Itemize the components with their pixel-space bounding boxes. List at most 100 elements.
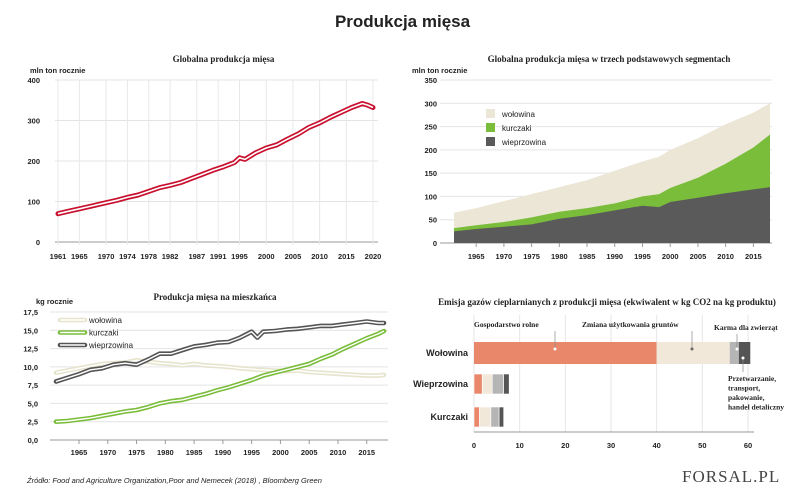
chart3-legend-label: wołowina — [88, 316, 122, 325]
chart2-xtick: 1990 — [606, 252, 623, 261]
chart3-xtick: 1975 — [128, 448, 145, 457]
chart1-line-inner — [57, 102, 374, 215]
chart4-bar-segment — [503, 373, 510, 395]
chart1-ylabel: mln ton rocznie — [30, 66, 85, 75]
chart3-ylabel: kg rocznie — [36, 297, 73, 306]
chart2-legend-swatch — [486, 109, 495, 118]
chart2-ylabel: mln ton rocznie — [412, 66, 467, 75]
chart2-title: Globalna produkcja mięsa w trzech podsta… — [488, 54, 731, 64]
chart2-xtick: 2015 — [745, 252, 762, 261]
chart3-xtick: 1985 — [186, 448, 203, 457]
chart4-annot-feed: Karma dla zwierząt — [714, 323, 778, 332]
chart3-legend-label: wieprzowina — [88, 341, 134, 350]
chart4-xtick: 10 — [515, 441, 523, 450]
chart2-ytick: 200 — [424, 146, 437, 155]
chart3-xtick: 1980 — [157, 448, 174, 457]
chart4-bar-segment — [479, 406, 492, 428]
chart3-ytick: 17,5 — [23, 308, 38, 317]
chart4-annot-feed-dot — [735, 347, 739, 351]
chart2-xtick: 1980 — [551, 252, 568, 261]
chart4-annot-proc-line: transport, — [728, 384, 760, 393]
chart2-legend-swatch — [486, 123, 495, 132]
chart4-category-label: Kurczaki — [430, 412, 468, 422]
chart3-ytick: 15,0 — [23, 326, 38, 335]
chart3-line-inner-wieprzowina — [55, 320, 384, 383]
chart1-xtick: 1995 — [231, 252, 248, 261]
chart2-xtick: 2005 — [690, 252, 707, 261]
chart1-xtick: 1974 — [119, 252, 137, 261]
chart3-xtick: 1970 — [99, 448, 116, 457]
chart3-xtick: 1990 — [215, 448, 232, 457]
chart3-ytick: 10,0 — [23, 363, 38, 372]
chart1-ytick: 0 — [36, 238, 40, 247]
chart4-category-label: Wieprzowina — [413, 379, 469, 389]
chart1-xtick: 1987 — [188, 252, 205, 261]
chart2-ytick: 150 — [424, 169, 437, 178]
chart3-ytick: 0,0 — [28, 436, 38, 445]
brand-logo: FORSAL.PL — [682, 467, 781, 486]
chart4-title: Emisja gazów cieplarnianych z produkcji … — [438, 297, 776, 307]
chart1-xtick: 2005 — [285, 252, 302, 261]
chart4-annot-farm-dot — [553, 347, 557, 351]
chart2-legend-label: wołowina — [501, 110, 535, 119]
chart2-xtick: 1995 — [634, 252, 651, 261]
chart2-legend-label: kurczaki — [502, 124, 532, 133]
chart4-bar-segment — [656, 342, 730, 364]
chart4-xtick: 60 — [744, 441, 752, 450]
chart3-ytick: 7,5 — [28, 381, 38, 390]
chart1-xtick: 1965 — [71, 252, 88, 261]
chart1-xtick: 1978 — [140, 252, 157, 261]
chart3-xtick: 2000 — [272, 448, 289, 457]
chart1-title: Globalna produkcja mięsa — [173, 54, 275, 64]
chart4-annot-land-dot — [690, 347, 694, 351]
chart4-bar-segment — [738, 342, 751, 364]
chart1-xtick: 1970 — [98, 252, 115, 261]
chart3-line-inner-kurczaki — [55, 330, 385, 423]
chart2-area-wieprzowina — [454, 187, 770, 243]
page-title: Produkcja mięsa — [334, 12, 471, 31]
chart3-xtick: 2015 — [358, 448, 375, 457]
chart1-xtick: 2015 — [338, 252, 355, 261]
chart1-ytick: 200 — [27, 157, 40, 166]
chart2-ytick: 250 — [424, 123, 437, 132]
chart1-xtick: 1982 — [162, 252, 179, 261]
chart4-bar-segment — [491, 373, 504, 395]
chart1-ytick: 100 — [27, 198, 40, 207]
chart3-xtick: 1995 — [243, 448, 260, 457]
chart2-ytick: 100 — [424, 192, 437, 201]
chart4-bar-segment — [729, 342, 739, 364]
chart3-ytick: 2,5 — [28, 418, 38, 427]
chart4-annot-proc-line: Przetwarzanie, — [728, 374, 776, 383]
chart2-legend-label: wieprzowina — [501, 138, 547, 147]
chart4-xtick: 30 — [607, 441, 615, 450]
chart1-xtick: 1961 — [50, 252, 67, 261]
chart2-ytick: 50 — [429, 216, 437, 225]
chart3-ytick: 12,5 — [23, 345, 38, 354]
chart2-xtick: 1975 — [523, 252, 540, 261]
chart1-xtick: 2000 — [258, 252, 275, 261]
chart4-annot-proc-dot — [741, 356, 745, 360]
chart1-xtick: 2020 — [365, 252, 382, 261]
chart2-xtick: 1965 — [468, 252, 485, 261]
chart4-xtick: 0 — [472, 441, 476, 450]
chart4-bar-segment — [490, 406, 500, 428]
chart2-legend-swatch — [486, 137, 495, 146]
chart2-xtick: 2010 — [717, 252, 734, 261]
chart3-xtick: 2010 — [330, 448, 347, 457]
chart1-xtick: 2010 — [311, 252, 328, 261]
chart2-ytick: 0 — [433, 239, 437, 248]
chart4-category-label: Wołowina — [426, 348, 469, 358]
chart4-bar-segment — [473, 373, 483, 395]
chart4-xtick: 40 — [652, 441, 660, 450]
chart3-xtick: 1965 — [71, 448, 88, 457]
chart2-xtick: 2000 — [662, 252, 679, 261]
chart3-xtick: 2005 — [301, 448, 318, 457]
chart2-xtick: 1985 — [579, 252, 596, 261]
chart3-title: Produkcja mięsa na mieszkańca — [153, 292, 277, 302]
chart4-bar-segment — [474, 342, 657, 364]
chart2-ytick: 350 — [424, 76, 437, 85]
chart4-annot-proc-line: handel detaliczny — [728, 403, 784, 412]
chart3-ytick: 5,0 — [28, 399, 38, 408]
chart3-legend-label: kurczaki — [89, 329, 119, 338]
chart4-annot-farm: Gospodarstwo rolne — [474, 320, 539, 329]
